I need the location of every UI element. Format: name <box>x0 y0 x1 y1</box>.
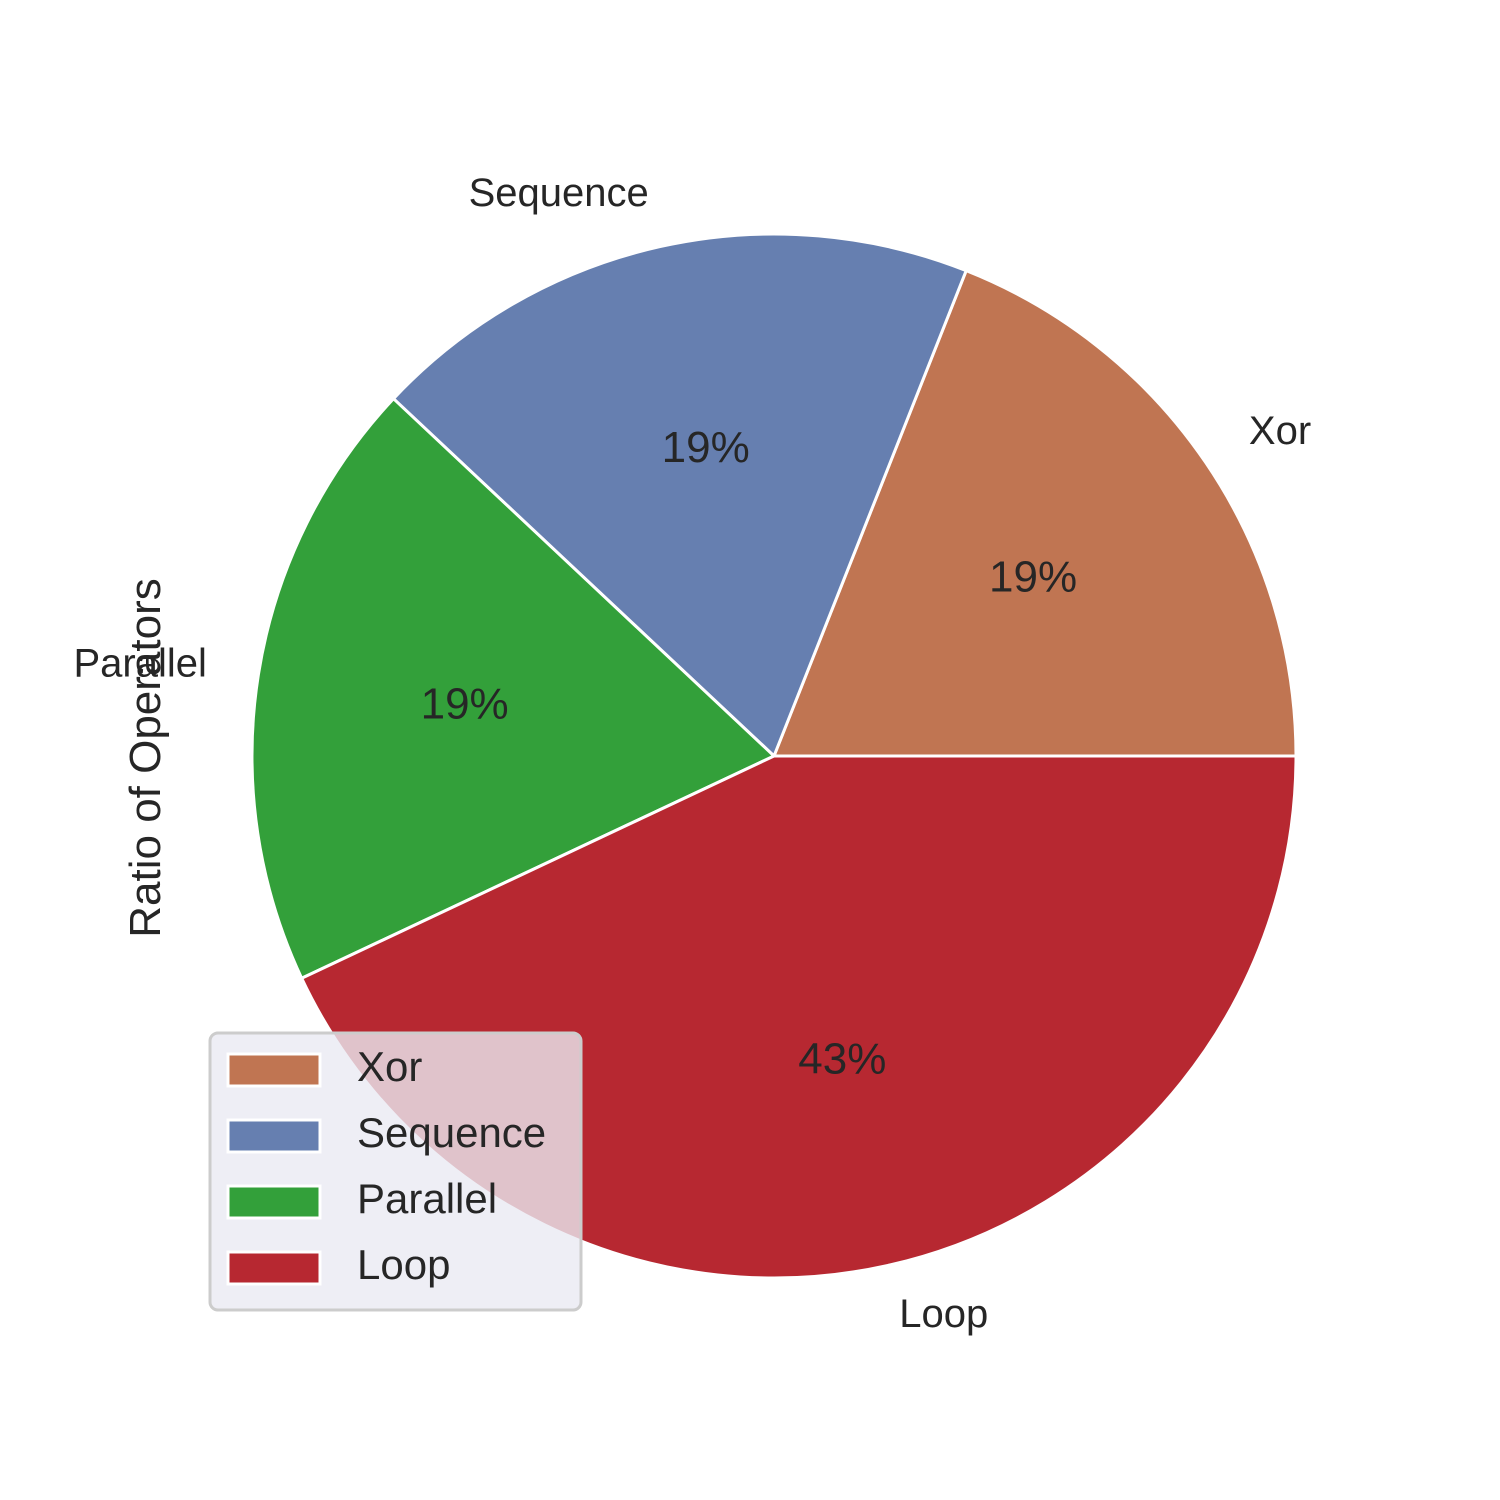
pie-slice-parallel <box>250 397 776 980</box>
legend-label-xor: Xor <box>357 1043 422 1090</box>
pie-slice-sequence <box>391 232 968 758</box>
percent-label-parallel: 19% <box>421 680 509 729</box>
pie-slice-xor <box>772 269 1298 758</box>
legend-box <box>208 1031 583 1312</box>
y-axis-label: Ratio of Operators <box>121 578 170 938</box>
slice-label-sequence: Sequence <box>469 171 649 215</box>
legend-label-loop: Loop <box>357 1241 450 1288</box>
slice-labels: Xor Sequence Parallel Loop <box>73 171 1311 1336</box>
legend-swatch-loop <box>226 1250 322 1286</box>
legend-label-sequence: Sequence <box>357 1109 546 1156</box>
legend: Xor Sequence Parallel Loop <box>208 1031 583 1312</box>
percent-label-xor: 19% <box>989 553 1077 602</box>
legend-swatch-sequence <box>226 1118 322 1154</box>
slice-label-loop: Loop <box>899 1292 988 1336</box>
legend-swatch-xor <box>226 1052 322 1088</box>
percent-label-loop: 43% <box>798 1034 886 1083</box>
percent-labels: 19% 19% 19% 43% <box>421 423 1077 1083</box>
legend-swatch-parallel <box>226 1184 322 1220</box>
legend-label-parallel: Parallel <box>357 1175 497 1222</box>
slice-label-parallel: Parallel <box>73 642 206 686</box>
slice-label-xor: Xor <box>1249 409 1311 453</box>
percent-label-sequence: 19% <box>662 423 750 472</box>
